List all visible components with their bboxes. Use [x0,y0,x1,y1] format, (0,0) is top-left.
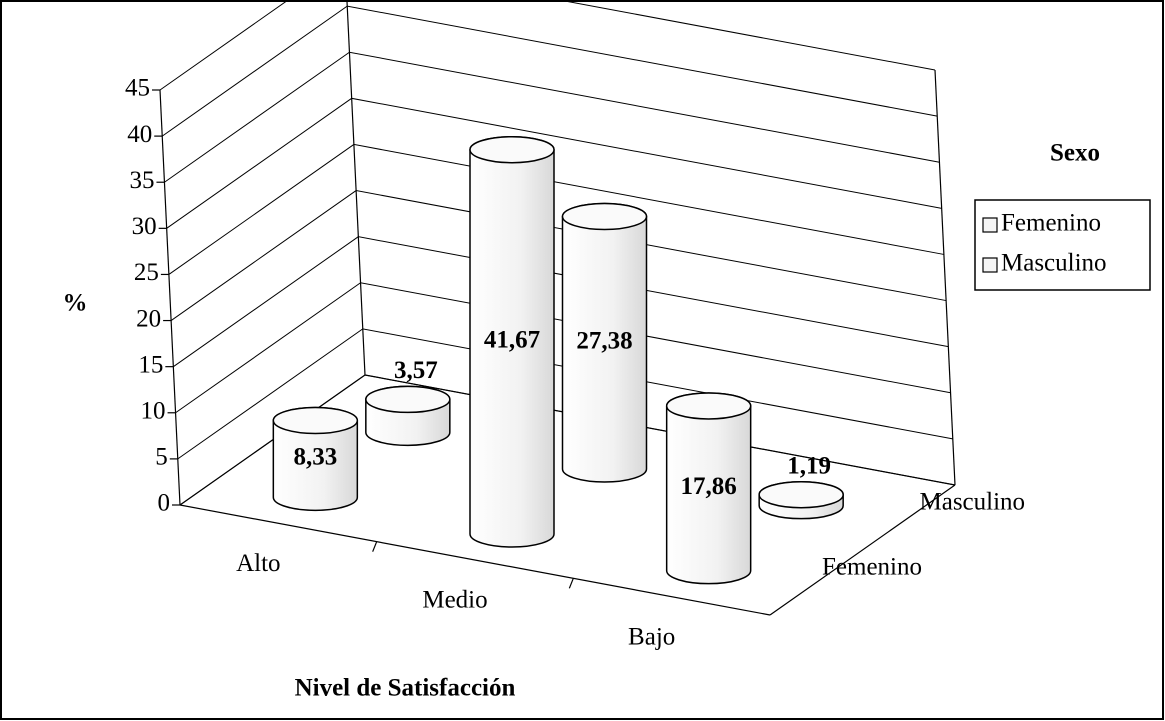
wall-edge [934,69,956,486]
wall-edge [346,0,366,376]
cylinder-top [561,202,648,231]
y-tick-label: 15 [138,351,163,378]
x-axis-title: Nivel de Satisfacción [295,675,516,702]
legend-box [974,199,1151,291]
y-tick-label: 35 [129,167,154,194]
y-axis-line [159,89,181,506]
x-tick-label: Bajo [628,623,675,650]
grid-line [168,143,944,275]
x-tick-label: Medio [422,587,487,614]
x-axis-line [179,504,771,616]
cylinder-top [365,385,451,414]
y-tick-label: 10 [141,398,166,425]
value-label: 41,67 [484,327,540,354]
grid-line [161,5,938,137]
grid-line [173,236,949,368]
z-tick-label: Femenino [822,554,922,581]
legend-label: Masculino [1001,250,1107,277]
grid-line [164,51,940,183]
legend-swatch [982,257,998,273]
y-tick-label: 40 [127,121,152,148]
z-tick-label: Masculino [920,489,1026,516]
x-tick-label: Alto [236,550,280,577]
legend-swatch [982,217,998,233]
grid-line [175,282,951,414]
cylinder-top [758,480,844,509]
value-label: 3,57 [394,357,438,384]
y-tick-label: 20 [136,305,161,332]
y-tick-label: 30 [132,213,157,240]
cylinder-top [469,135,555,164]
grid-line [159,0,936,91]
x-tick [568,578,574,589]
grid-line [179,374,956,506]
y-tick-label: 45 [125,75,150,102]
grid-line [177,328,953,460]
y-tick-label: 0 [158,490,171,517]
z-axis-line [769,484,956,616]
legend-label: Femenino [1001,210,1101,237]
y-axis-title: % [63,290,88,317]
grid-line [166,97,942,229]
cylinder-top [272,406,359,435]
value-label: 17,86 [681,473,737,500]
value-label: 1,19 [787,452,831,479]
y-tick-label: 5 [155,444,168,471]
grid-line [170,190,947,321]
legend-title: Sexo [1050,140,1100,167]
cylinder-top [665,392,752,420]
value-label: 27,38 [576,327,632,354]
x-tick [372,541,378,552]
value-label: 8,33 [293,444,337,471]
y-tick-label: 25 [134,259,159,286]
